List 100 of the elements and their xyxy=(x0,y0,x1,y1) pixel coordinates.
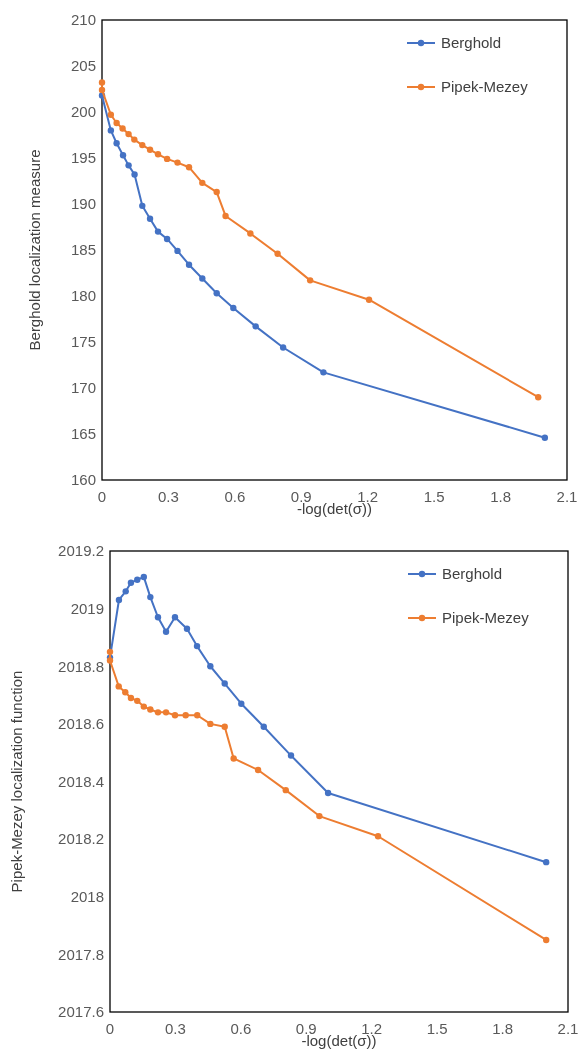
point xyxy=(238,700,245,707)
point xyxy=(252,323,259,330)
point xyxy=(230,755,237,762)
point xyxy=(316,812,323,820)
y-tick-label: 210 xyxy=(70,11,96,29)
point xyxy=(221,680,228,687)
point xyxy=(320,369,327,376)
y-tick-label: 180 xyxy=(70,287,96,305)
point xyxy=(260,723,267,730)
y-tick-label: 2019 xyxy=(70,599,104,617)
point xyxy=(324,789,332,797)
point xyxy=(134,697,141,705)
point xyxy=(163,235,171,243)
y-axis-title: Berghold localization measure xyxy=(26,149,43,351)
point xyxy=(185,261,193,268)
point xyxy=(535,394,542,401)
point xyxy=(139,202,146,210)
point xyxy=(279,344,287,351)
point xyxy=(193,642,201,650)
point xyxy=(162,628,170,635)
y-tick-label: 2017.8 xyxy=(58,945,104,963)
point xyxy=(274,250,281,257)
point xyxy=(146,215,154,222)
x-tick-label: 0.6 xyxy=(230,1020,252,1037)
y-tick-label: 2018.8 xyxy=(58,657,104,675)
point xyxy=(171,712,179,719)
point xyxy=(287,752,295,759)
legend-label: Berghold xyxy=(441,34,502,52)
x-tick-label: 1.8 xyxy=(492,1020,513,1037)
y-tick-label: 190 xyxy=(70,195,96,213)
point xyxy=(139,141,146,149)
legend-label: Berghold xyxy=(442,565,503,583)
x-tick-label: 0.3 xyxy=(158,488,179,505)
point xyxy=(213,188,220,196)
point xyxy=(146,146,154,153)
point xyxy=(131,171,138,178)
point xyxy=(147,706,154,713)
point xyxy=(154,151,162,158)
point xyxy=(154,614,162,621)
x-tick-label: 1.8 xyxy=(490,488,511,505)
point xyxy=(119,125,126,132)
point xyxy=(222,212,229,220)
point xyxy=(125,130,132,138)
y-tick-label: 2018.2 xyxy=(58,830,104,848)
point xyxy=(140,703,148,710)
point xyxy=(541,434,549,441)
y-tick-label: 205 xyxy=(70,57,96,75)
point xyxy=(221,723,228,730)
y-tick-label: 200 xyxy=(70,103,96,121)
x-tick-label: 0.9 xyxy=(295,1020,317,1037)
point xyxy=(185,164,193,171)
point xyxy=(107,111,115,118)
point xyxy=(122,688,129,696)
y-tick-label: 165 xyxy=(70,425,96,443)
point xyxy=(199,179,206,187)
y-axis-title: Pipek-Mezey localization function xyxy=(8,670,25,893)
y-tick-label: 2018.6 xyxy=(58,715,104,733)
point xyxy=(247,230,254,237)
point xyxy=(154,709,162,716)
point xyxy=(182,712,189,719)
point xyxy=(113,140,120,147)
point xyxy=(171,614,179,621)
x-tick-label: 0.6 xyxy=(224,488,246,505)
point xyxy=(306,277,314,284)
point xyxy=(282,786,289,794)
y-tick-label: 2019.2 xyxy=(58,542,104,560)
point xyxy=(147,593,154,601)
y-tick-label: 175 xyxy=(70,333,96,351)
point xyxy=(140,573,148,581)
point xyxy=(106,648,114,656)
point xyxy=(98,86,106,94)
point xyxy=(183,625,191,632)
point xyxy=(213,290,220,297)
point xyxy=(207,720,214,728)
point xyxy=(230,304,237,312)
point xyxy=(131,136,138,143)
x-tick-label: 0.9 xyxy=(290,488,312,505)
x-tick-label: 0 xyxy=(97,488,107,505)
point xyxy=(134,576,141,584)
point xyxy=(199,275,206,282)
legend-label: Pipek-Mezey xyxy=(442,609,530,627)
x-tick-label: 2.1 xyxy=(557,1020,579,1037)
x-tick-label: 0 xyxy=(105,1020,115,1037)
point xyxy=(542,936,550,944)
point xyxy=(115,596,123,604)
point xyxy=(154,228,162,235)
point xyxy=(119,152,127,159)
x-tick-label: 1.5 xyxy=(423,488,445,505)
point xyxy=(542,858,550,866)
point xyxy=(162,709,170,716)
point xyxy=(125,162,132,169)
point xyxy=(254,766,262,774)
x-tick-label: 0.3 xyxy=(165,1020,186,1037)
point xyxy=(163,155,171,163)
point xyxy=(127,579,135,586)
point xyxy=(115,683,122,690)
y-tick-label: 160 xyxy=(70,471,96,489)
x-tick-label: 1.5 xyxy=(426,1020,448,1037)
point xyxy=(127,694,135,702)
y-tick-label: 2017.6 xyxy=(58,1003,104,1021)
